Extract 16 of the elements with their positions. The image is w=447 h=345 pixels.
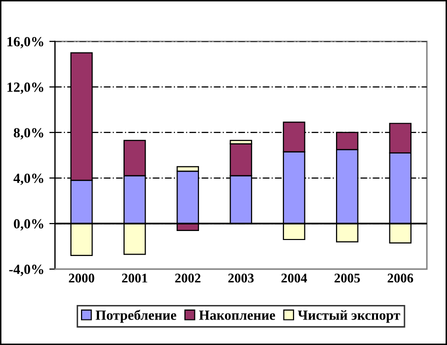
y-tick-label: 16,0% xyxy=(7,36,44,48)
x-tick-label: 2001 xyxy=(122,274,148,283)
legend-label: Накопление xyxy=(199,310,276,320)
legend-label: Потребление xyxy=(96,310,176,323)
y-tick-label: -4,0% xyxy=(9,264,44,276)
y-tick-label: 12,0% xyxy=(7,82,44,94)
x-tick-label: 2003 xyxy=(228,274,254,283)
y-tick-label: 4,0% xyxy=(14,174,44,185)
legend-label: Чистый экспорт xyxy=(298,310,400,323)
x-tick-label: 2000 xyxy=(68,274,94,283)
y-tick-label: 8,0% xyxy=(14,128,44,140)
x-tick-label: 2005 xyxy=(334,274,360,283)
x-tick-label: 2002 xyxy=(175,274,200,283)
y-tick-label: 0,0% xyxy=(14,219,44,231)
x-tick-label: 2006 xyxy=(388,274,414,283)
x-tick-label: 2004 xyxy=(281,274,308,283)
